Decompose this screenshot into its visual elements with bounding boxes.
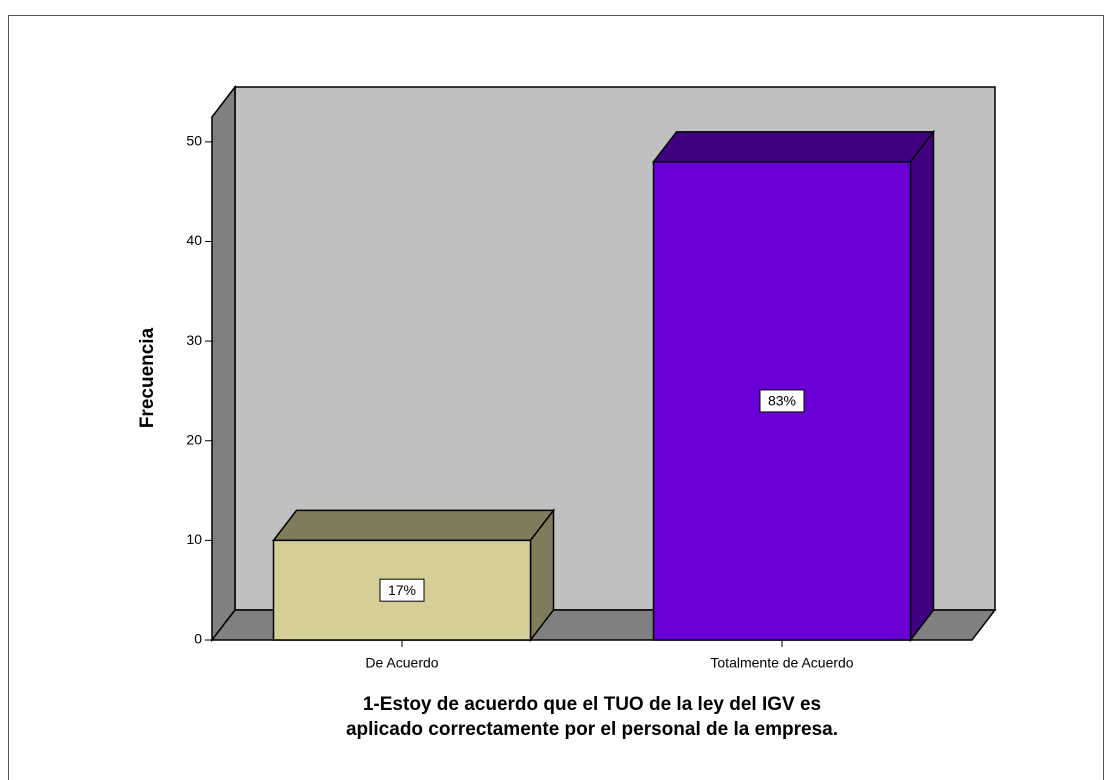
data-label-box bbox=[379, 578, 425, 602]
y-tick-label: 40 bbox=[186, 232, 202, 248]
data-label-box bbox=[759, 389, 805, 413]
y-axis-title: Frecuencia bbox=[137, 327, 158, 428]
bar-top bbox=[271, 509, 556, 542]
x-tick-label: De Acuerdo bbox=[365, 655, 438, 671]
bar-side bbox=[909, 129, 935, 643]
y-tick-label: 0 bbox=[194, 631, 202, 647]
side-wall bbox=[211, 84, 236, 643]
data-label: 83% bbox=[768, 393, 796, 409]
y-tick-label: 10 bbox=[186, 531, 202, 547]
x-axis-title: aplicado correctamente por el personal d… bbox=[346, 719, 838, 740]
bar-top bbox=[651, 131, 936, 163]
y-tick-label: 20 bbox=[186, 431, 202, 447]
x-axis-title: 1-Estoy de acuerdo que el TUO de la ley … bbox=[363, 694, 821, 715]
x-tick-label: Totalmente de Acuerdo bbox=[710, 655, 853, 671]
data-label: 17% bbox=[388, 582, 416, 598]
y-tick-label: 50 bbox=[186, 133, 202, 149]
y-tick-label: 30 bbox=[186, 332, 202, 348]
